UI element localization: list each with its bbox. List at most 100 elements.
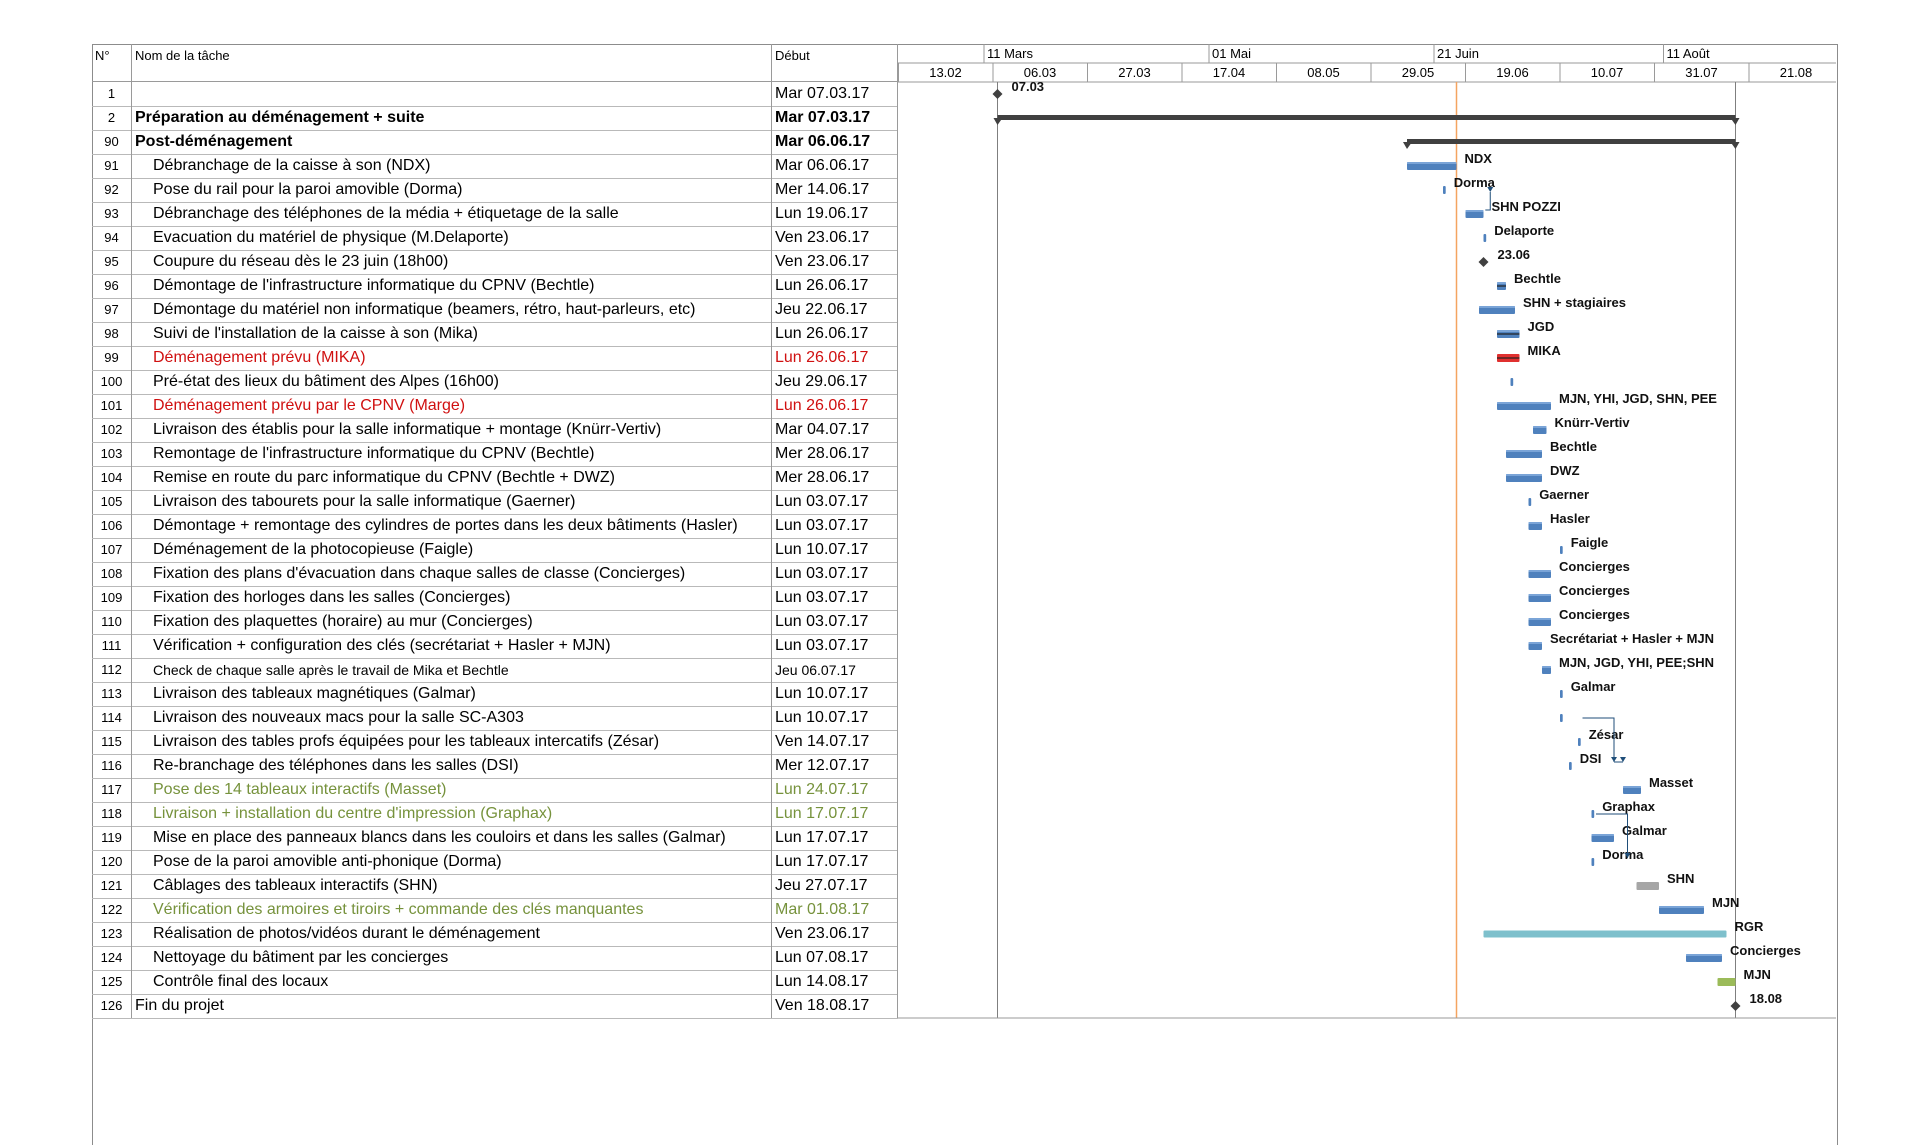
task-start-date[interactable]: Lun 10.07.17 [772, 706, 898, 730]
table-row[interactable]: 98 Suivi de l'installation de la caisse à… [92, 322, 898, 347]
task-start-date[interactable]: Lun 17.07.17 [772, 802, 898, 826]
table-row[interactable]: 121 Câblages des tableaux interactifs (SH… [92, 874, 898, 899]
task-name[interactable]: Coupure du réseau dès le 23 juin (18h00) [132, 250, 772, 274]
table-row[interactable]: 108 Fixation des plans d'évacuation dans … [92, 562, 898, 587]
task-start-date[interactable]: Mar 07.03.17 [772, 82, 898, 106]
table-row[interactable]: 101 Déménagement prévu par le CPNV (Marge… [92, 394, 898, 419]
table-row[interactable]: 125 Contrôle final des locaux Lun 14.08.17 [92, 970, 898, 995]
task-start-date[interactable]: Mar 01.08.17 [772, 898, 898, 922]
task-start-date[interactable]: Lun 10.07.17 [772, 538, 898, 562]
table-row[interactable]: 111 Vérification + configuration des clés… [92, 634, 898, 659]
task-start-date[interactable]: Lun 03.07.17 [772, 490, 898, 514]
table-row[interactable]: 2 Préparation au déménagement + suite Mar … [92, 106, 898, 131]
task-name[interactable]: Réalisation de photos/vidéos durant le d… [132, 922, 772, 946]
task-start-date[interactable]: Jeu 06.07.17 [772, 658, 898, 682]
table-row[interactable]: 102 Livraison des établis pour la salle i… [92, 418, 898, 443]
task-start-date[interactable]: Lun 26.06.17 [772, 322, 898, 346]
table-row[interactable]: 91 Débranchage de la caisse à son (NDX) Ma… [92, 154, 898, 179]
table-row[interactable]: 95 Coupure du réseau dès le 23 juin (18h0… [92, 250, 898, 275]
task-name[interactable]: Déménagement prévu (MIKA) [132, 346, 772, 370]
task-name[interactable]: Préparation au déménagement + suite [132, 106, 772, 130]
table-row[interactable]: 94 Evacuation du matériel de physique (M.… [92, 226, 898, 251]
task-name[interactable]: Livraison des nouveaux macs pour la sall… [132, 706, 772, 730]
task-name[interactable]: Débranchage de la caisse à son (NDX) [132, 154, 772, 178]
task-name[interactable]: Re-branchage des téléphones dans les sal… [132, 754, 772, 778]
task-start-date[interactable]: Mar 06.06.17 [772, 130, 898, 154]
task-name[interactable]: Livraison des tabourets pour la salle in… [132, 490, 772, 514]
task-start-date[interactable]: Lun 03.07.17 [772, 634, 898, 658]
task-start-date[interactable]: Mer 28.06.17 [772, 442, 898, 466]
task-start-date[interactable]: Mer 28.06.17 [772, 466, 898, 490]
table-row[interactable]: 120 Pose de la paroi amovible anti-phoniq… [92, 850, 898, 875]
task-start-date[interactable]: Lun 14.08.17 [772, 970, 898, 994]
task-name[interactable]: Fixation des plaquettes (horaire) au mur… [132, 610, 772, 634]
task-name[interactable]: Câblages des tableaux interactifs (SHN) [132, 874, 772, 898]
task-name[interactable]: Pré-état des lieux du bâtiment des Alpes… [132, 370, 772, 394]
task-name[interactable]: Remise en route du parc informatique du … [132, 466, 772, 490]
task-name[interactable]: Evacuation du matériel de physique (M.De… [132, 226, 772, 250]
task-name[interactable]: Débranchage des téléphones de la média +… [132, 202, 772, 226]
task-start-date[interactable]: Lun 03.07.17 [772, 586, 898, 610]
table-row[interactable]: 99 Déménagement prévu (MIKA) Lun 26.06.17 [92, 346, 898, 371]
column-header-number[interactable]: N° [92, 44, 132, 82]
task-start-date[interactable]: Lun 03.07.17 [772, 514, 898, 538]
task-start-date[interactable]: Ven 23.06.17 [772, 226, 898, 250]
table-row[interactable]: 97 Démontage du matériel non informatique… [92, 298, 898, 323]
task-start-date[interactable]: Lun 26.06.17 [772, 394, 898, 418]
task-name[interactable] [132, 82, 772, 106]
task-start-date[interactable]: Lun 26.06.17 [772, 274, 898, 298]
task-name[interactable]: Déménagement de la photocopieuse (Faigle… [132, 538, 772, 562]
table-row[interactable]: 118 Livraison + installation du centre d'… [92, 802, 898, 827]
table-row[interactable]: 104 Remise en route du parc informatique … [92, 466, 898, 491]
task-name[interactable]: Nettoyage du bâtiment par les concierges [132, 946, 772, 970]
table-row[interactable]: 107 Déménagement de la photocopieuse (Fai… [92, 538, 898, 563]
task-start-date[interactable]: Jeu 27.07.17 [772, 874, 898, 898]
task-name[interactable]: Démontage de l'infrastructure informatiq… [132, 274, 772, 298]
task-start-date[interactable]: Ven 23.06.17 [772, 250, 898, 274]
task-name[interactable]: Pose de la paroi amovible anti-phonique … [132, 850, 772, 874]
task-name[interactable]: Check de chaque salle après le travail d… [132, 658, 772, 682]
table-row[interactable]: 103 Remontage de l'infrastructure informa… [92, 442, 898, 467]
task-start-date[interactable]: Lun 26.06.17 [772, 346, 898, 370]
table-row[interactable]: 116 Re-branchage des téléphones dans les … [92, 754, 898, 779]
task-start-date[interactable]: Lun 19.06.17 [772, 202, 898, 226]
table-row[interactable]: 113 Livraison des tableaux magnétiques (G… [92, 682, 898, 707]
table-row[interactable]: 106 Démontage + remontage des cylindres d… [92, 514, 898, 539]
task-name[interactable]: Remontage de l'infrastructure informatiq… [132, 442, 772, 466]
column-header-start[interactable]: Début [772, 44, 898, 82]
table-row[interactable]: 114 Livraison des nouveaux macs pour la s… [92, 706, 898, 731]
task-start-date[interactable]: Mar 07.03.17 [772, 106, 898, 130]
table-row[interactable]: 110 Fixation des plaquettes (horaire) au … [92, 610, 898, 635]
table-row[interactable]: 105 Livraison des tabourets pour la salle… [92, 490, 898, 515]
task-start-date[interactable]: Lun 17.07.17 [772, 850, 898, 874]
task-name[interactable]: Pose des 14 tableaux interactifs (Masset… [132, 778, 772, 802]
task-name[interactable]: Mise en place des panneaux blancs dans l… [132, 826, 772, 850]
task-start-date[interactable]: Lun 17.07.17 [772, 826, 898, 850]
task-start-date[interactable]: Ven 18.08.17 [772, 994, 898, 1018]
table-row[interactable]: 119 Mise en place des panneaux blancs dan… [92, 826, 898, 851]
task-name[interactable]: Livraison des tables profs équipées pour… [132, 730, 772, 754]
task-start-date[interactable]: Lun 24.07.17 [772, 778, 898, 802]
table-row[interactable]: 124 Nettoyage du bâtiment par les concier… [92, 946, 898, 971]
task-name[interactable]: Pose du rail pour la paroi amovible (Dor… [132, 178, 772, 202]
task-start-date[interactable]: Mer 12.07.17 [772, 754, 898, 778]
table-row[interactable]: 126 Fin du projet Ven 18.08.17 [92, 994, 898, 1019]
task-start-date[interactable]: Lun 03.07.17 [772, 562, 898, 586]
task-name[interactable]: Vérification + configuration des clés (s… [132, 634, 772, 658]
table-row[interactable]: 109 Fixation des horloges dans les salles… [92, 586, 898, 611]
table-row[interactable]: 100 Pré-état des lieux du bâtiment des Al… [92, 370, 898, 395]
table-row[interactable]: 90 Post-déménagement Mar 06.06.17 [92, 130, 898, 155]
task-name[interactable]: Post-déménagement [132, 130, 772, 154]
task-start-date[interactable]: Lun 07.08.17 [772, 946, 898, 970]
task-name[interactable]: Livraison des établis pour la salle info… [132, 418, 772, 442]
table-row[interactable]: 96 Démontage de l'infrastructure informat… [92, 274, 898, 299]
task-name[interactable]: Démontage du matériel non informatique (… [132, 298, 772, 322]
task-start-date[interactable]: Jeu 22.06.17 [772, 298, 898, 322]
task-name[interactable]: Livraison + installation du centre d'imp… [132, 802, 772, 826]
task-name[interactable]: Contrôle final des locaux [132, 970, 772, 994]
table-row[interactable]: 117 Pose des 14 tableaux interactifs (Mas… [92, 778, 898, 803]
task-start-date[interactable]: Lun 10.07.17 [772, 682, 898, 706]
table-row[interactable]: 123 Réalisation de photos/vidéos durant l… [92, 922, 898, 947]
task-start-date[interactable]: Lun 03.07.17 [772, 610, 898, 634]
task-start-date[interactable]: Mar 06.06.17 [772, 154, 898, 178]
